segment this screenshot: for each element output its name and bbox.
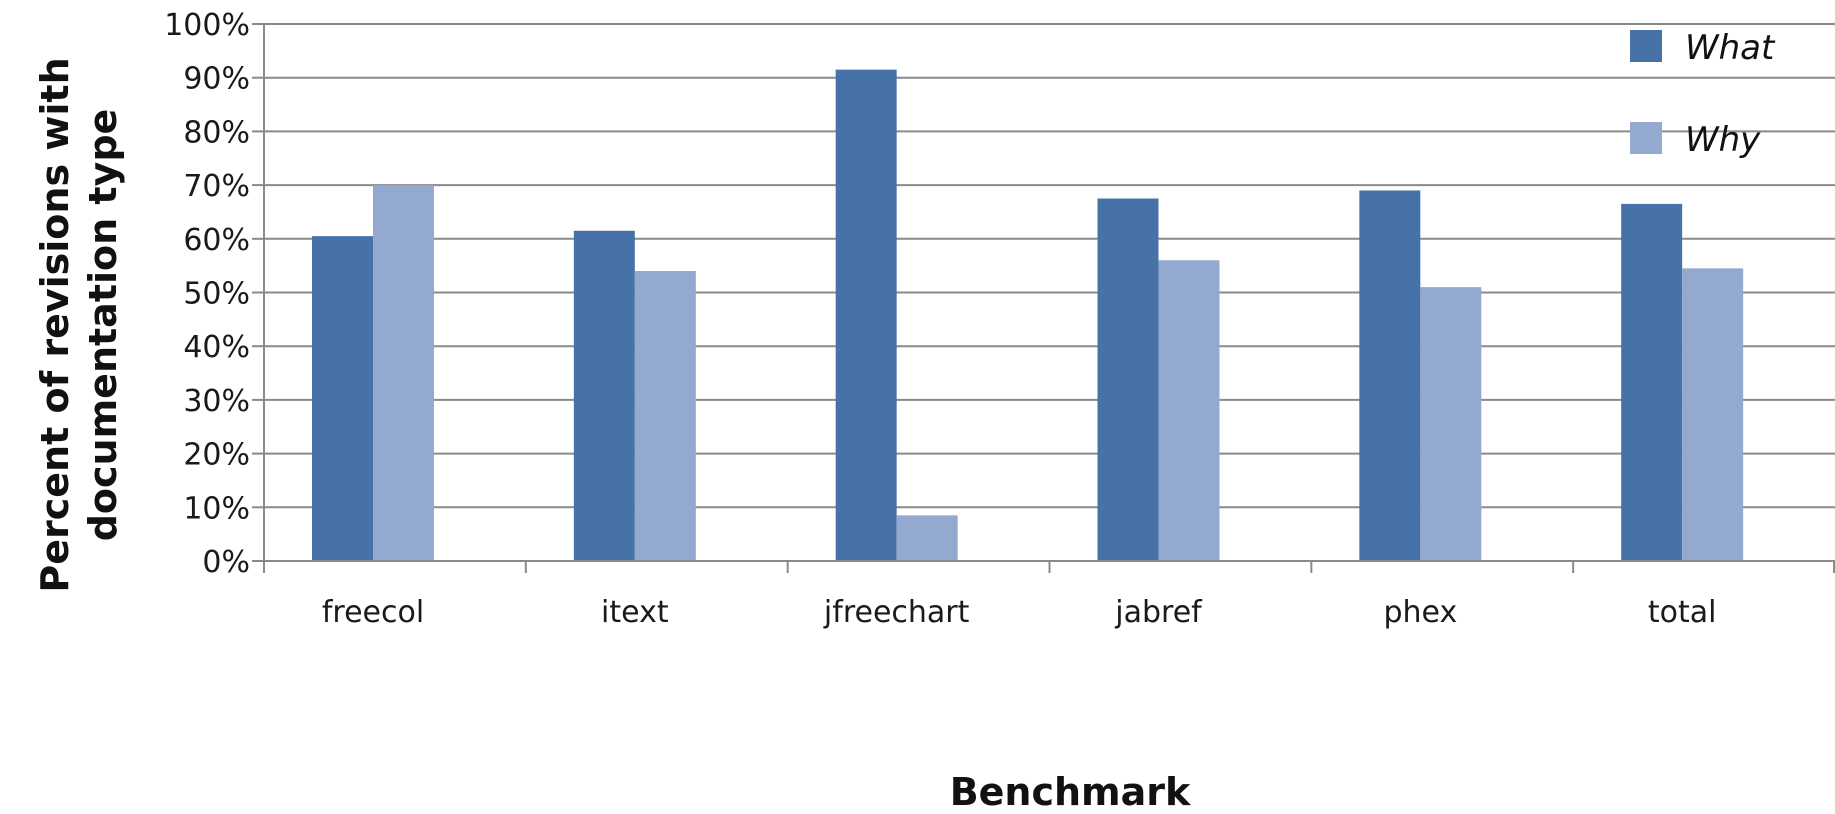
y-tick-label: 90% [183,62,250,97]
legend: What Why [1630,28,1776,160]
x-category-label: itext [601,595,669,630]
bars [312,69,1744,562]
x-axis-title: Benchmark [950,770,1191,814]
y-tick-label: 40% [183,330,250,365]
x-category-label: jfreechart [823,595,970,630]
x-category-label: jabref [1114,595,1203,630]
y-tick-label: 100% [164,8,250,43]
bar-what-freecol [312,236,373,562]
y-tick-labels: 0% 10% 20% 30% 40% 50% 60% 70% 80% 90% 100% [164,8,250,580]
bar-why-freecol [373,185,434,561]
bar-why-total [1682,268,1744,561]
axes [252,23,1835,573]
bar-what-total [1621,203,1683,561]
bar-what-jfreechart [835,69,897,562]
x-category-label: freecol [322,595,424,630]
y-tick-label: 30% [183,384,250,419]
y-axis-title: Percent of revisions with documentation … [33,57,125,592]
y-tick-label: 10% [183,491,250,526]
legend-swatch-what [1630,30,1662,62]
bar-what-phex [1359,190,1421,561]
y-tick-label: 0% [202,545,250,580]
y-tick-label: 60% [183,223,250,258]
x-category-labels: freecol itext jfreechart jabref phex total [322,595,1717,630]
gridlines [264,23,1835,509]
bar-why-jfreechart [896,515,958,561]
legend-label-why: Why [1685,120,1761,160]
bar-what-itext [573,230,635,561]
legend-label-what: What [1685,28,1776,68]
y-tick-label: 70% [183,169,250,204]
bar-what-jabref [1097,198,1159,561]
y-axis-title-line-1: Percent of revisions with [33,57,77,592]
y-tick-label: 80% [183,115,250,150]
x-category-label: total [1648,595,1717,630]
y-tick-label: 50% [183,277,250,312]
legend-swatch-why [1630,122,1662,154]
bar-why-itext [634,271,696,561]
bar-why-jabref [1158,260,1220,561]
x-category-label: phex [1383,595,1457,630]
y-tick-label: 20% [183,438,250,473]
bar-why-phex [1420,287,1482,561]
y-axis-title-line-2: documentation type [81,109,125,542]
